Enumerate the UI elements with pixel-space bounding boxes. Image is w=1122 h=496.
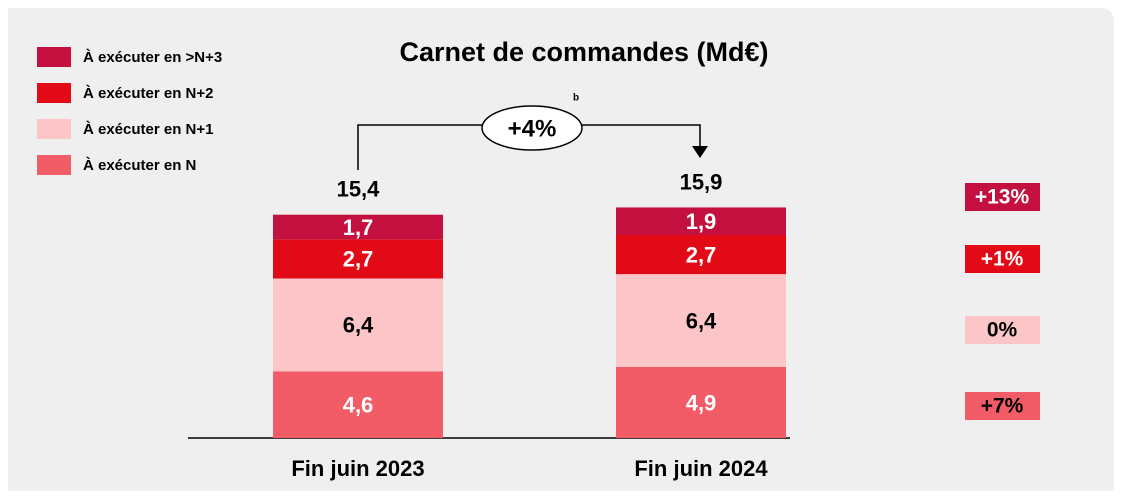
legend-label: À exécuter en N+1 <box>83 121 213 138</box>
bar-segment <box>616 274 786 367</box>
legend-swatch <box>37 119 71 139</box>
total-label: 15,9 <box>680 169 723 194</box>
chart-title: Carnet de commandes (Md€) <box>399 37 768 67</box>
bar-segment <box>616 207 786 235</box>
total-label: 15,4 <box>337 177 381 202</box>
value-label: 2,7 <box>343 247 374 272</box>
value-label: 1,7 <box>343 215 374 240</box>
value-label: 4,9 <box>686 390 717 415</box>
total-change: +4% <box>508 115 557 142</box>
legend-swatch <box>37 83 71 103</box>
bar-segment <box>273 239 443 279</box>
legend-swatch <box>37 155 71 175</box>
change-box <box>965 392 1040 420</box>
arrow-head <box>692 146 708 158</box>
bracket <box>357 124 701 170</box>
change-bubble <box>481 105 583 151</box>
change-label: +1% <box>981 248 1024 271</box>
footnote-mark: b <box>573 93 579 104</box>
panel <box>8 8 1114 491</box>
change-box <box>965 316 1040 344</box>
x-tick-label: Fin juin 2023 <box>291 456 424 481</box>
value-label: 6,4 <box>686 308 717 333</box>
change-box <box>965 183 1040 211</box>
bar-segment <box>273 214 443 240</box>
change-label: +7% <box>981 395 1024 418</box>
legend-label: À exécuter en >N+3 <box>83 49 222 66</box>
change-label: 0% <box>987 319 1018 342</box>
value-label: 1,9 <box>686 209 717 234</box>
legend-label: À exécuter en N <box>83 157 196 174</box>
legend-label: À exécuter en N+2 <box>83 85 213 102</box>
bar-segment <box>273 278 443 372</box>
bar-segment <box>273 371 443 438</box>
change-box <box>965 245 1040 273</box>
legend-swatch <box>37 47 71 67</box>
x-tick-label: Fin juin 2024 <box>634 456 768 481</box>
value-label: 6,4 <box>343 313 374 338</box>
bar-segment <box>616 235 786 275</box>
bar-segment <box>616 366 786 438</box>
value-label: 2,7 <box>686 242 717 267</box>
value-label: 4,6 <box>343 392 374 417</box>
change-label: +13% <box>975 186 1030 209</box>
